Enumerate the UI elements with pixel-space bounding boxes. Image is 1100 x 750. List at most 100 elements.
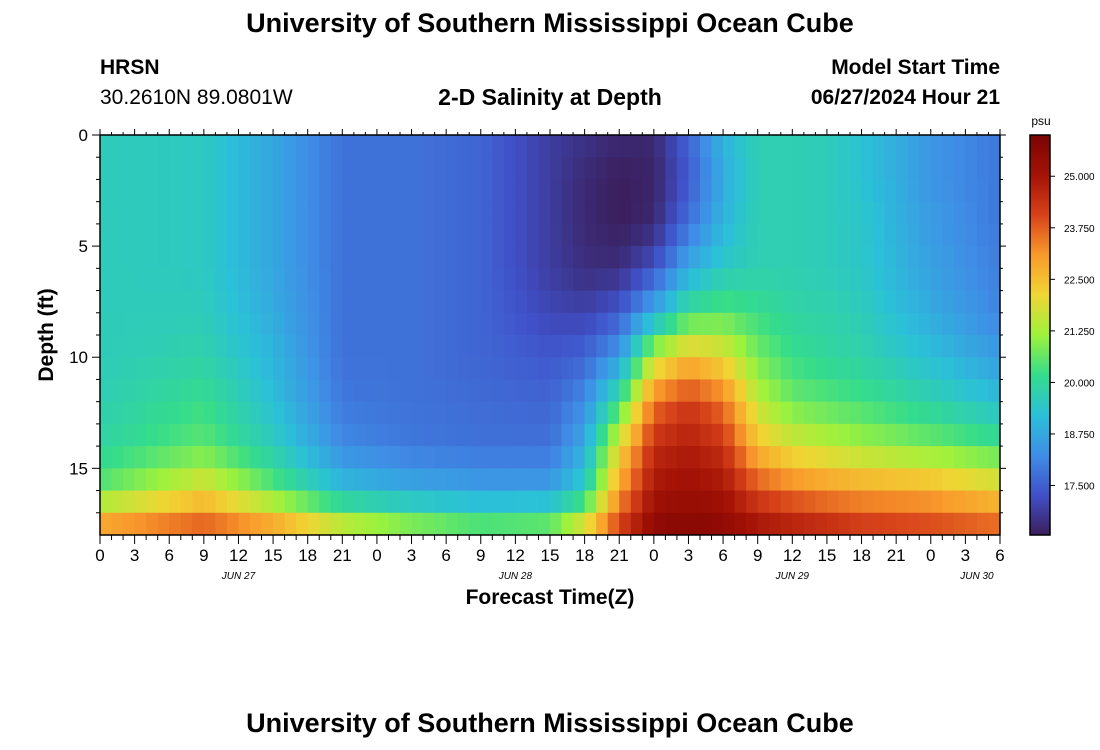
heatmap-cell <box>250 468 263 492</box>
heatmap-cell <box>976 246 989 269</box>
heatmap-cell <box>411 423 424 447</box>
heatmap-cell <box>630 357 643 380</box>
heatmap-cell <box>273 490 286 514</box>
heatmap-cell <box>538 401 551 425</box>
heatmap-cell <box>342 201 355 225</box>
heatmap-cell <box>480 201 493 225</box>
heatmap-cell <box>376 157 389 180</box>
heatmap-cell <box>873 290 886 314</box>
heatmap-cell <box>215 201 228 225</box>
heatmap-cell <box>238 157 251 180</box>
heatmap-cell <box>850 379 863 403</box>
y-tick-label: 5 <box>79 237 88 256</box>
heatmap-cell <box>642 357 655 380</box>
heatmap-cell <box>665 357 678 380</box>
heatmap-cell <box>746 223 759 247</box>
heatmap-cell <box>803 312 816 336</box>
heatmap-cell <box>203 335 216 358</box>
heatmap-cell <box>342 423 355 447</box>
heatmap-cell <box>965 335 978 358</box>
heatmap-cell <box>688 401 701 425</box>
heatmap-cell <box>619 223 632 247</box>
heatmap-cell <box>884 379 897 403</box>
heatmap-cell <box>780 379 793 403</box>
heatmap-cell <box>376 223 389 247</box>
heatmap-cell <box>376 357 389 380</box>
heatmap-cell <box>538 335 551 358</box>
heatmap-cell <box>446 490 459 514</box>
heatmap-cell <box>688 290 701 314</box>
heatmap-cell <box>411 446 424 469</box>
heatmap-cell <box>238 423 251 447</box>
heatmap-cell <box>665 312 678 336</box>
heatmap-cell <box>873 357 886 380</box>
heatmap-cell <box>261 179 274 203</box>
heatmap-cell <box>180 135 193 158</box>
heatmap-cell <box>861 490 874 514</box>
heatmap-cell <box>146 290 159 314</box>
heatmap-cell <box>250 379 263 403</box>
heatmap-cell <box>665 490 678 514</box>
heatmap-cell <box>942 335 955 358</box>
heatmap-cell <box>676 246 689 269</box>
heatmap-cell <box>388 446 401 469</box>
heatmap-cell <box>296 401 309 425</box>
heatmap-cell <box>803 357 816 380</box>
heatmap-cell <box>250 290 263 314</box>
heatmap-cell <box>365 446 378 469</box>
heatmap-cell <box>469 135 482 158</box>
heatmap-cell <box>884 201 897 225</box>
heatmap-cell <box>238 490 251 514</box>
heatmap-cell <box>365 201 378 225</box>
heatmap-cell <box>665 335 678 358</box>
heatmap-cell <box>226 290 239 314</box>
heatmap-cell <box>769 179 782 203</box>
heatmap-cell <box>826 446 839 469</box>
heatmap-cell <box>953 157 966 180</box>
heatmap-cell <box>780 357 793 380</box>
heatmap-cell <box>238 446 251 469</box>
heatmap-cell <box>976 512 989 536</box>
heatmap-cell <box>700 268 713 292</box>
heatmap-cell <box>688 446 701 469</box>
heatmap-cell <box>919 446 932 469</box>
heatmap-cell <box>261 290 274 314</box>
heatmap-cell <box>215 246 228 269</box>
x-tick-label: 21 <box>887 546 906 565</box>
x-tick-label: 6 <box>718 546 727 565</box>
heatmap-cell <box>815 201 828 225</box>
heatmap-cell <box>896 490 909 514</box>
heatmap-cell <box>976 201 989 225</box>
heatmap-cell <box>642 512 655 536</box>
heatmap-cell <box>123 290 136 314</box>
heatmap-cell <box>273 179 286 203</box>
heatmap-cell <box>526 135 539 158</box>
heatmap-cell <box>803 223 816 247</box>
heatmap-cell <box>238 335 251 358</box>
heatmap-cell <box>884 223 897 247</box>
heatmap-cell <box>676 135 689 158</box>
heatmap-cell <box>734 357 747 380</box>
heatmap-cell <box>226 268 239 292</box>
heatmap-cell <box>215 135 228 158</box>
heatmap-cell <box>203 312 216 336</box>
heatmap-cell <box>734 201 747 225</box>
heatmap-cell <box>296 446 309 469</box>
heatmap-cell <box>538 379 551 403</box>
heatmap-cell <box>492 157 505 180</box>
heatmap-cell <box>988 335 1001 358</box>
heatmap-cell <box>965 223 978 247</box>
heatmap-cell <box>180 201 193 225</box>
x-tick-label: 9 <box>753 546 762 565</box>
heatmap-cell <box>873 446 886 469</box>
heatmap-cell <box>434 335 447 358</box>
heatmap-cell <box>515 401 528 425</box>
heatmap-cell <box>953 379 966 403</box>
heatmap-cell <box>284 312 297 336</box>
heatmap-cell <box>169 468 182 492</box>
heatmap-cell <box>930 268 943 292</box>
heatmap-cell <box>688 201 701 225</box>
heatmap-cell <box>769 379 782 403</box>
heatmap-cell <box>503 446 516 469</box>
heatmap-cell <box>376 512 389 536</box>
